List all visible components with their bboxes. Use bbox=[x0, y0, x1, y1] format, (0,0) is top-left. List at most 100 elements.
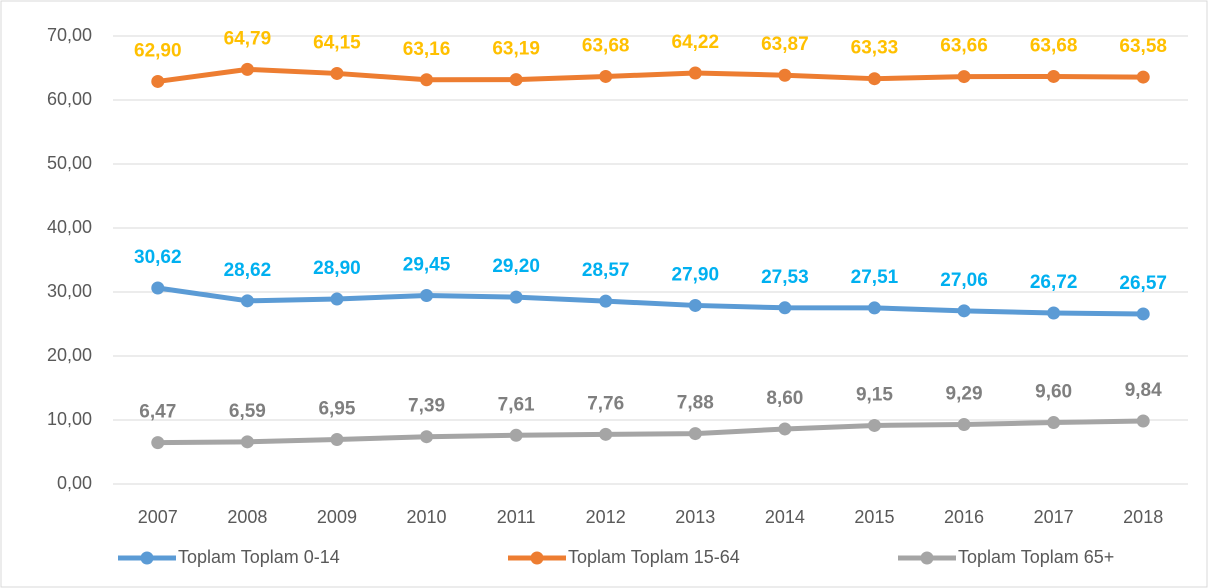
point bbox=[151, 74, 165, 88]
data-label: 27,51 bbox=[851, 267, 899, 288]
x-tick-label: 2007 bbox=[138, 507, 178, 527]
point bbox=[420, 289, 434, 303]
x-tick-label: 2017 bbox=[1034, 507, 1074, 527]
data-label: 7,76 bbox=[587, 393, 624, 414]
data-label: 7,39 bbox=[408, 396, 445, 417]
data-label: 64,15 bbox=[313, 32, 361, 53]
point bbox=[240, 294, 254, 308]
data-label: 63,87 bbox=[761, 34, 809, 55]
point bbox=[240, 435, 254, 449]
point bbox=[420, 430, 434, 444]
x-tick-label: 2011 bbox=[497, 507, 536, 527]
data-label: 26,72 bbox=[1030, 272, 1078, 293]
data-label: 6,95 bbox=[318, 399, 355, 420]
data-label: 63,68 bbox=[1030, 35, 1078, 56]
data-label: 27,53 bbox=[761, 267, 809, 288]
data-label: 9,15 bbox=[856, 384, 893, 405]
data-label: 6,47 bbox=[139, 402, 176, 423]
series-line bbox=[157, 285, 1144, 317]
point bbox=[1136, 307, 1150, 321]
x-tick-label: 2009 bbox=[317, 507, 357, 527]
data-label: 63,66 bbox=[940, 36, 988, 57]
y-tick-label: 50,00 bbox=[47, 153, 92, 173]
point bbox=[420, 73, 434, 87]
data-label: 26,57 bbox=[1119, 273, 1167, 294]
y-tick-label: 20,00 bbox=[47, 345, 92, 365]
data-label: 28,90 bbox=[313, 258, 361, 279]
data-label: 6,59 bbox=[229, 401, 266, 422]
x-tick-label: 2013 bbox=[675, 507, 715, 527]
legend-marker bbox=[140, 551, 154, 565]
y-tick-label: 10,00 bbox=[47, 409, 92, 429]
point bbox=[1047, 306, 1061, 320]
point bbox=[867, 301, 881, 315]
x-tick-label: 2015 bbox=[854, 507, 894, 527]
data-label: 63,33 bbox=[851, 38, 899, 59]
point bbox=[778, 68, 792, 82]
point bbox=[1136, 70, 1150, 84]
point bbox=[957, 418, 971, 432]
data-label: 64,22 bbox=[672, 32, 720, 53]
data-label: 62,90 bbox=[134, 40, 182, 61]
data-label: 28,57 bbox=[582, 260, 630, 281]
point bbox=[867, 418, 881, 432]
point bbox=[778, 301, 792, 315]
x-tick-label: 2010 bbox=[407, 507, 447, 527]
y-tick-label: 40,00 bbox=[47, 217, 92, 237]
data-label: 64,79 bbox=[224, 28, 272, 49]
data-label: 28,62 bbox=[224, 260, 272, 281]
y-tick-label: 0,00 bbox=[57, 473, 92, 493]
point bbox=[509, 73, 523, 87]
data-label: 29,45 bbox=[403, 255, 451, 276]
y-tick-label: 70,00 bbox=[47, 25, 92, 45]
point bbox=[599, 69, 613, 83]
point bbox=[1136, 414, 1150, 428]
data-label: 63,58 bbox=[1119, 36, 1167, 57]
x-tick-label: 2008 bbox=[227, 507, 267, 527]
point bbox=[151, 281, 165, 295]
data-label: 63,19 bbox=[492, 39, 540, 60]
x-tick-label: 2016 bbox=[944, 507, 984, 527]
x-tick-label: 2018 bbox=[1123, 507, 1163, 527]
point bbox=[509, 290, 523, 304]
point bbox=[599, 427, 613, 441]
y-tick-label: 60,00 bbox=[47, 89, 92, 109]
data-label: 30,62 bbox=[134, 247, 182, 268]
data-label: 63,68 bbox=[582, 35, 630, 56]
data-label: 7,61 bbox=[498, 394, 535, 415]
point bbox=[867, 72, 881, 86]
data-label: 27,06 bbox=[940, 270, 988, 291]
point bbox=[957, 70, 971, 84]
point bbox=[778, 422, 792, 436]
data-label: 8,60 bbox=[766, 388, 803, 409]
point bbox=[1047, 69, 1061, 83]
point bbox=[1047, 416, 1061, 430]
data-label: 9,60 bbox=[1035, 382, 1072, 403]
point bbox=[957, 304, 971, 318]
point bbox=[151, 436, 165, 450]
point bbox=[330, 433, 344, 447]
point bbox=[240, 62, 254, 76]
series-line bbox=[157, 418, 1144, 446]
point bbox=[688, 66, 702, 80]
legend-label: Toplam Toplam 65+ bbox=[958, 547, 1114, 567]
data-label: 7,88 bbox=[677, 393, 714, 414]
point bbox=[330, 292, 344, 306]
point bbox=[599, 294, 613, 308]
legend-marker bbox=[920, 551, 934, 565]
data-label: 27,90 bbox=[672, 264, 720, 285]
point bbox=[509, 428, 523, 442]
x-tick-label: 2014 bbox=[765, 507, 805, 527]
legend-label: Toplam Toplam 0-14 bbox=[178, 547, 340, 567]
point bbox=[688, 427, 702, 441]
series-line bbox=[157, 66, 1144, 84]
data-label: 9,84 bbox=[1125, 380, 1162, 401]
point bbox=[688, 298, 702, 312]
data-label: 63,16 bbox=[403, 39, 451, 60]
data-label: 9,29 bbox=[946, 384, 983, 405]
x-tick-label: 2012 bbox=[586, 507, 626, 527]
legend-label: Toplam Toplam 15-64 bbox=[568, 547, 740, 567]
point bbox=[330, 66, 344, 80]
